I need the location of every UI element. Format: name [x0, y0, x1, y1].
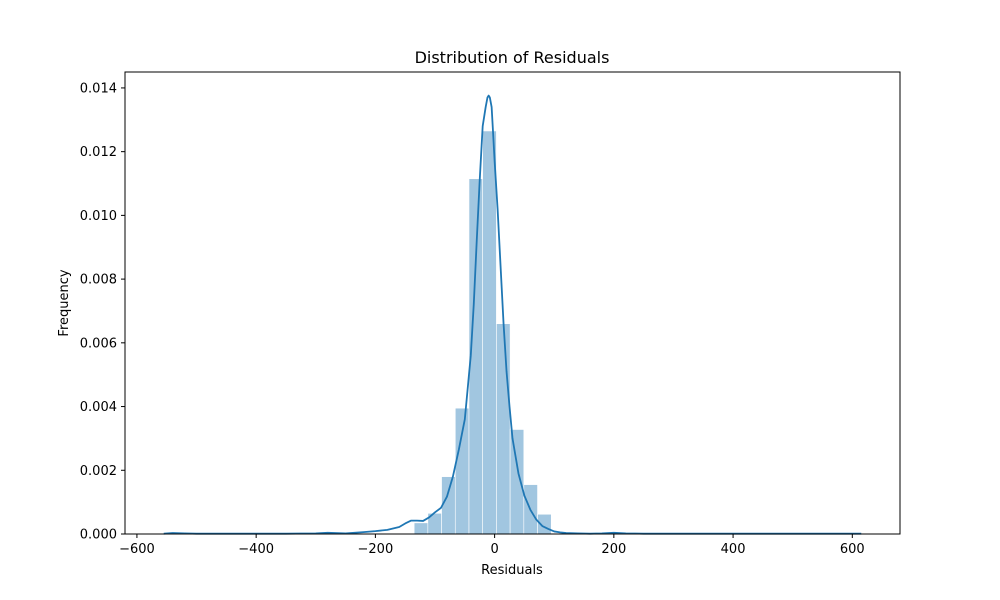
kde-curve-group: [163, 94, 862, 535]
y-axis: 0.000 0.002 0.004 0.006 0.008 0.010 0.012 0.014: [80, 81, 125, 543]
x-tick-label: 200: [601, 542, 626, 557]
x-tick-label: −200: [358, 542, 394, 557]
histogram-bars: [413, 130, 552, 535]
histogram-bar: [482, 130, 497, 535]
y-tick-label: 0.004: [80, 400, 117, 415]
chart-title: Distribution of Residuals: [415, 48, 610, 67]
y-tick-label: 0.008: [80, 273, 117, 288]
y-tick-label: 0.002: [80, 464, 117, 479]
y-axis-label: Frequency: [57, 269, 72, 336]
x-tick-label: 600: [840, 542, 865, 557]
y-tick-label: 0.012: [80, 145, 117, 160]
histogram-bar: [413, 522, 429, 535]
histogram-bar: [454, 407, 470, 535]
y-tick-label: 0.010: [80, 209, 117, 224]
y-tick-label: 0.006: [80, 336, 117, 351]
histogram-bar: [496, 323, 511, 535]
x-tick-label: −600: [119, 542, 155, 557]
x-tick-label: 0: [490, 542, 498, 557]
x-axis-label: Residuals: [481, 563, 543, 578]
x-tick-label: 400: [721, 542, 746, 557]
histogram-bar: [509, 429, 525, 535]
kde-curve: [163, 94, 862, 535]
y-tick-label: 0.014: [80, 81, 117, 96]
histogram-bar: [441, 476, 456, 535]
x-axis: −600 −400 −200 0 200 400 600: [119, 534, 865, 557]
plot-frame: [124, 71, 901, 535]
y-tick-label: 0.000: [80, 528, 117, 543]
x-tick-label: −400: [238, 542, 274, 557]
